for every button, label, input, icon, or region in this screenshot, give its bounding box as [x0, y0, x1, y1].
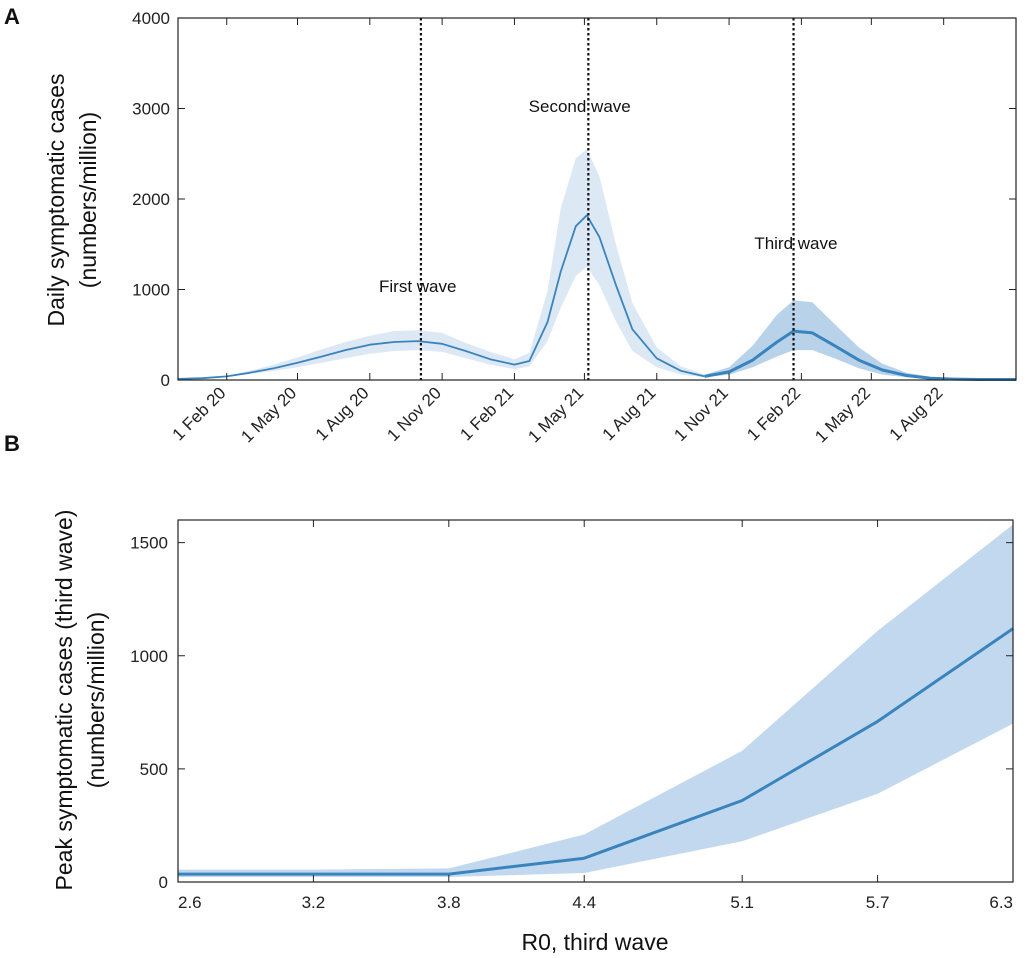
panel-a-lines	[177, 214, 1016, 381]
panel-a-vlines	[419, 18, 795, 380]
panel-b-xtick-label: 5.1	[730, 893, 754, 912]
panel-b-x-ticks: 2.6 3.2 3.8 4.4 5.1 5.7 6.3	[177, 520, 1014, 912]
panel-a-ytick-label: 1000	[132, 281, 170, 300]
panel-b-series-line	[178, 627, 1014, 876]
panel-b-xtick-label: 3.2	[302, 893, 326, 912]
panel-b-ytick-label: 1500	[130, 534, 168, 553]
panel-a-bands	[178, 149, 1016, 380]
panel-b-xtick-label: 5.7	[866, 893, 890, 912]
panel-a-ytick-label: 2000	[132, 190, 170, 209]
panel-b-ytick-label: 0	[159, 873, 168, 892]
panel-a-annotation-2: Second wave	[529, 97, 631, 116]
panel-a-xtick-label: 1 May 20	[237, 383, 300, 446]
panel-a-ytick-label: 4000	[132, 9, 170, 28]
panel-b: B 0 500 1000 1500 2.6 3.2 3.8 4.4 5.1 5.7 6.3 R0,…	[4, 431, 1014, 955]
panel-a-series-line-2	[704, 329, 1016, 381]
panel-a-xtick-label: 1 Feb 22	[743, 383, 804, 444]
panel-a-xtick-label: 1 May 22	[811, 383, 874, 446]
panel-a-annotation-3: Third wave	[754, 234, 837, 253]
panel-b-xtick-label: 3.8	[437, 893, 461, 912]
panel-a-letter: A	[4, 4, 20, 29]
panel-a-ylabel-line1: Daily symptomatic cases	[43, 73, 69, 326]
panel-a-xtick-label: 1 Aug 20	[312, 383, 373, 444]
panel-b-y-ticks: 0 500 1000 1500	[130, 534, 1013, 892]
panel-b-xtick-label: 6.3	[989, 893, 1013, 912]
panel-b-uncertainty-band	[178, 524, 1013, 877]
panel-b-band	[178, 524, 1013, 877]
panel-a-xtick-label: 1 Feb 21	[456, 383, 517, 444]
panel-a-xtick-label: 1 May 21	[524, 383, 587, 446]
panel-a-annotation-1: First wave	[379, 277, 456, 296]
panel-a-series-line-1	[177, 214, 705, 380]
panel-a-y-ticks: 0 1000 2000 3000 4000	[132, 9, 1016, 390]
panel-b-letter: B	[4, 431, 20, 456]
panel-a-annotations: First wave Second wave Third wave	[379, 97, 837, 296]
panel-a-xtick-label: 1 Nov 20	[383, 383, 445, 445]
panel-a-xtick-label: 1 Feb 20	[169, 383, 230, 444]
panel-b-xtick-label: 2.6	[178, 893, 202, 912]
panel-b-line	[178, 627, 1014, 876]
panel-a: A First wave Second wave Third wave 0 1000 2…	[4, 4, 1017, 446]
panel-a-ylabel-line2: (numbers/million)	[75, 112, 101, 288]
panel-a-ytick-label: 3000	[132, 100, 170, 119]
panel-b-ytick-label: 1000	[130, 647, 168, 666]
panel-b-ytick-label: 500	[140, 760, 168, 779]
panel-a-ytick-label: 0	[161, 371, 170, 390]
panel-b-ylabel-line1: Peak symptomatic cases (third wave)	[51, 510, 77, 891]
panel-b-axes-box	[177, 519, 1014, 883]
panel-a-xtick-label: 1 Aug 21	[599, 383, 660, 444]
panel-b-ylabel-line2: (numbers/million)	[83, 612, 109, 788]
panel-b-xtick-label: 4.4	[572, 893, 596, 912]
panel-a-xtick-label: 1 Nov 21	[670, 383, 732, 445]
panel-a-band-2	[704, 300, 1016, 380]
panel-a-xtick-label: 1 Aug 22	[886, 383, 947, 444]
panel-a-band-1	[178, 149, 705, 379]
panel-b-xlabel: R0, third wave	[521, 929, 668, 955]
